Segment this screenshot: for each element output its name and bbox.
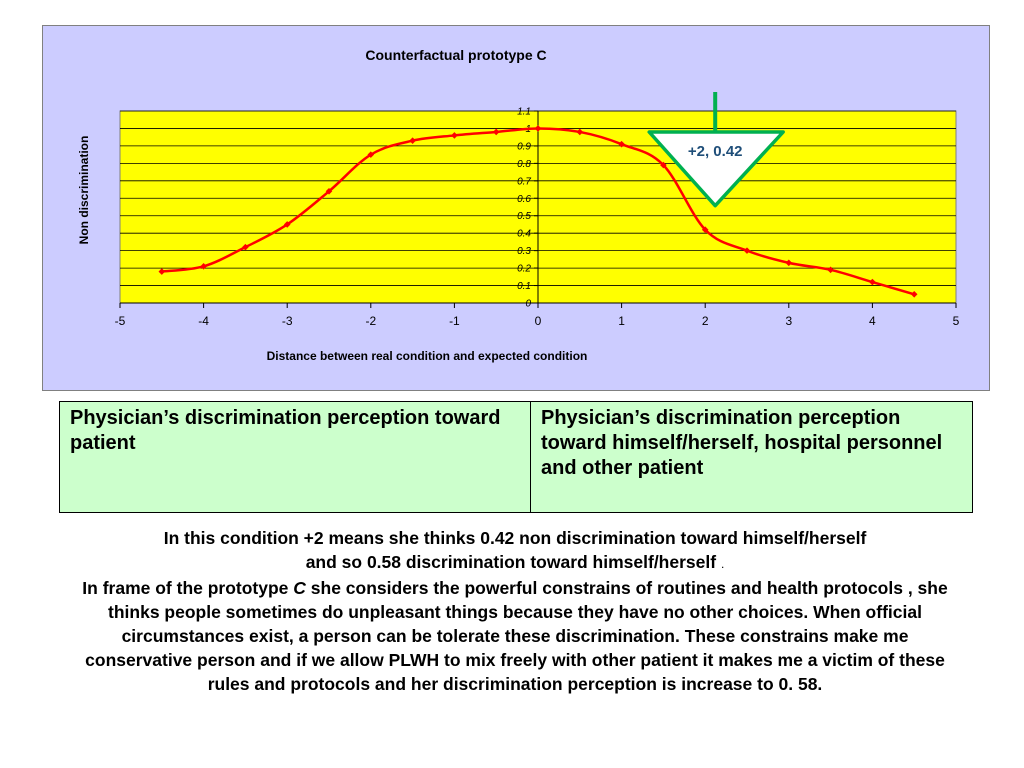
line-chart: -5 -4 -3 -2 -1 0 1 2 3 4 5 0 0.1 0.2 0.3 0.4 0.5 0.6 0.7 0… bbox=[77, 47, 960, 363]
callout-label: +2, 0.42 bbox=[688, 143, 743, 160]
description-line-2-text: and so 0.58 discrimination toward himsel… bbox=[305, 552, 717, 572]
data-point-17 bbox=[869, 278, 876, 286]
x-tick-labels: -5 -4 -3 -2 -1 0 1 2 3 4 5 bbox=[115, 314, 960, 328]
perception-table: Physician’s discrimination perception to… bbox=[59, 401, 973, 513]
data-point-12 bbox=[660, 161, 667, 169]
data-points bbox=[158, 125, 918, 298]
x-tick-label-8: 3 bbox=[785, 314, 792, 328]
description-line-2-end: . bbox=[720, 557, 725, 571]
description-para-rest: she considers the powerful constrains of… bbox=[85, 578, 948, 694]
data-point-16 bbox=[827, 266, 834, 274]
y-tick-label-7: 0.7 bbox=[517, 176, 531, 187]
data-point-0 bbox=[158, 268, 166, 275]
y-tick-label-11: 1.1 bbox=[517, 107, 531, 118]
description-line-2: and so 0.58 discrimination toward himsel… bbox=[70, 550, 960, 576]
y-tick-label-6: 0.6 bbox=[517, 194, 531, 205]
prototype-letter: C bbox=[293, 578, 306, 598]
axes bbox=[119, 110, 957, 308]
x-axis-label: Distance between real condition and expe… bbox=[267, 349, 588, 363]
y-tick-label-8: 0.8 bbox=[517, 159, 531, 170]
x-tick-label-5: 0 bbox=[535, 314, 542, 328]
y-tick-label-9: 0.9 bbox=[517, 141, 531, 152]
y-tick-label-1: 0.1 bbox=[517, 281, 531, 292]
y-tick-label-5: 0.5 bbox=[517, 211, 531, 222]
data-point-10 bbox=[576, 128, 584, 136]
x-tick-label-9: 4 bbox=[869, 314, 876, 328]
annotation-callout: +2, 0.42 bbox=[647, 92, 785, 208]
data-point-3 bbox=[283, 221, 291, 228]
x-tick-label-1: -4 bbox=[198, 314, 209, 328]
x-tick-label-10: 5 bbox=[953, 314, 960, 328]
x-tick-label-4: -1 bbox=[449, 314, 460, 328]
data-point-2 bbox=[242, 243, 249, 251]
description-paragraph: In frame of the prototype C she consider… bbox=[70, 576, 960, 696]
y-axis-label: Non discrimination bbox=[77, 136, 91, 245]
data-point-14 bbox=[743, 247, 751, 254]
chart-area: -5 -4 -3 -2 -1 0 1 2 3 4 5 0 0.1 0.2 0.3 0.4 0.5 0.6 0.7 0… bbox=[42, 25, 990, 391]
y-tick-label-4: 0.4 bbox=[517, 229, 531, 240]
data-point-6 bbox=[409, 137, 416, 144]
data-point-11 bbox=[618, 140, 625, 148]
x-tick-label-3: -2 bbox=[365, 314, 376, 328]
x-tick-label-7: 2 bbox=[702, 314, 709, 328]
data-point-18 bbox=[910, 290, 918, 298]
chart-title: Counterfactual prototype C bbox=[365, 47, 546, 63]
x-tick-label-2: -3 bbox=[282, 314, 293, 328]
table-cell-patient: Physician’s discrimination perception to… bbox=[59, 401, 531, 513]
y-tick-label-3: 0.3 bbox=[517, 246, 531, 257]
callout-triangle bbox=[647, 130, 785, 208]
x-tick-label-0: -5 bbox=[115, 314, 126, 328]
data-point-4 bbox=[325, 187, 333, 195]
y-tick-label-0: 0 bbox=[525, 299, 531, 310]
x-tick-label-6: 1 bbox=[618, 314, 625, 328]
data-point-7 bbox=[451, 132, 458, 139]
data-point-1 bbox=[200, 263, 207, 270]
description-text: In this condition +2 means she thinks 0.… bbox=[70, 526, 960, 696]
table-cell-self-personnel: Physician’s discrimination perception to… bbox=[530, 401, 973, 513]
description-line-1: In this condition +2 means she thinks 0.… bbox=[163, 528, 867, 548]
y-tick-label-2: 0.2 bbox=[517, 264, 531, 275]
table-row: Physician’s discrimination perception to… bbox=[59, 401, 973, 513]
data-point-13 bbox=[701, 226, 709, 233]
description-para-start: In frame of the prototype bbox=[82, 578, 294, 598]
data-point-15 bbox=[785, 259, 793, 267]
